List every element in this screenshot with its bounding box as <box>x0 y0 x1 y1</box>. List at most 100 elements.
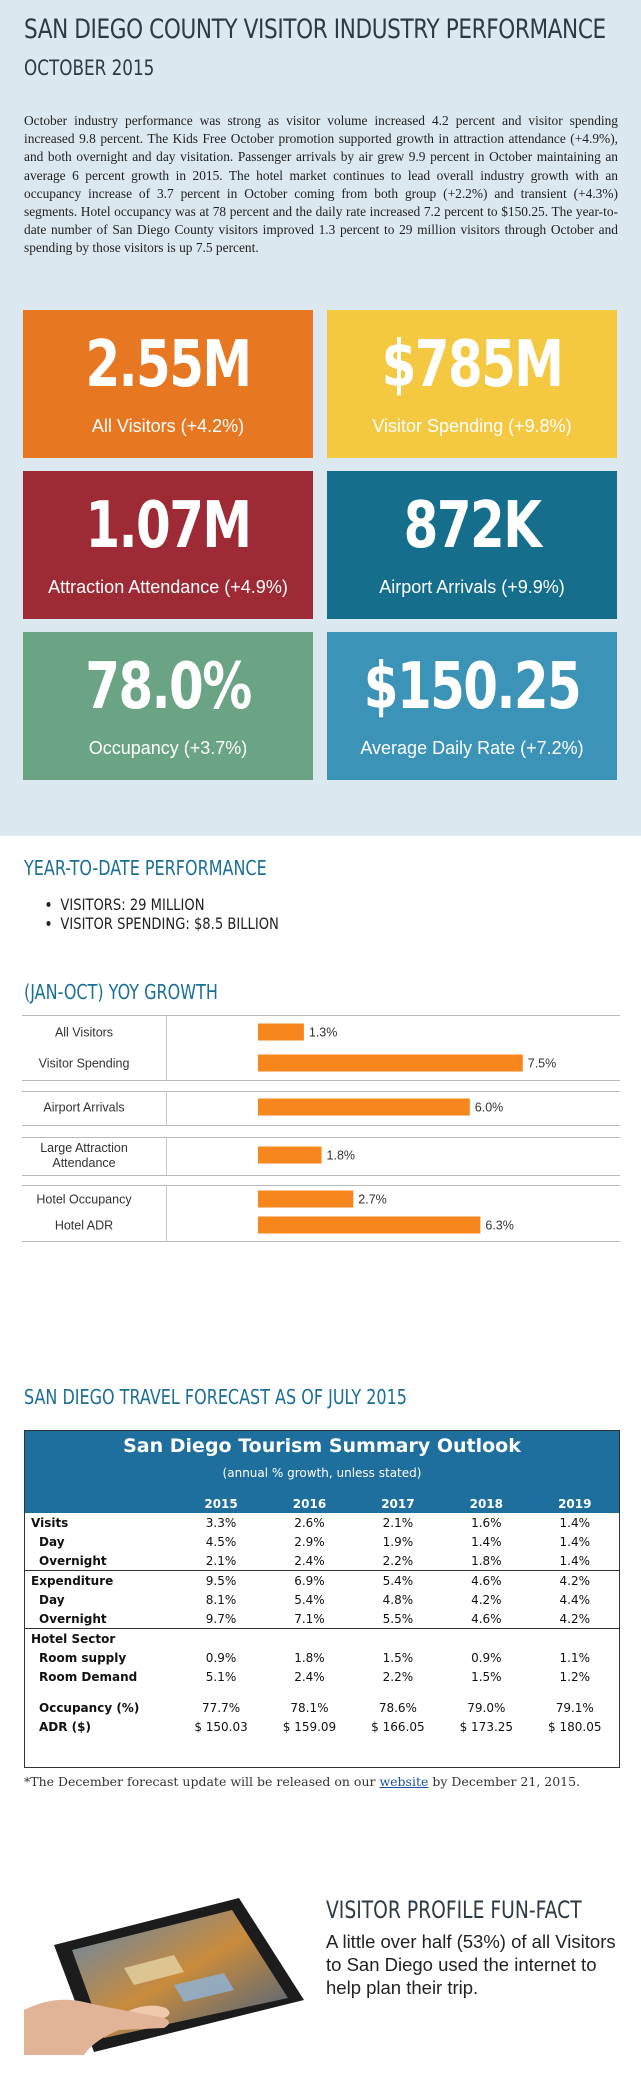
forecast-cell: 79.0% <box>467 1700 506 1715</box>
chart-category-label: Hotel Occupancy <box>36 1193 132 1207</box>
forecast-year-header: 2015 <box>176 1494 266 1513</box>
stat-tile-occupancy: 78.0% Occupancy (+3.7%) <box>23 632 313 780</box>
forecast-spacer-row <box>25 1686 619 1698</box>
ytd-item-visitors: VISITORS: 29 MILLION <box>60 895 278 914</box>
forecast-year-row: 2015 2016 2017 2018 2019 <box>25 1494 619 1513</box>
chart-data-label: 1.8% <box>327 1149 356 1163</box>
stat-label: All Visitors (+4.2%) <box>91 416 245 436</box>
forecast-cell: 1.8% <box>294 1650 325 1665</box>
forecast-row: Room Demand 5.1% 2.4% 2.2% 1.5% 1.2% <box>25 1667 619 1686</box>
forecast-row: Expenditure 9.5% 6.9% 5.4% 4.6% 4.2% <box>25 1570 619 1590</box>
forecast-cell: 6.9% <box>265 1570 354 1590</box>
stat-tile-airport: 872K Airport Arrivals (+9.9%) <box>327 471 617 619</box>
forecast-cell: 7.1% <box>294 1611 325 1626</box>
forecast-cell: 5.5% <box>382 1611 414 1626</box>
forecast-row-label: Room Demand <box>39 1669 138 1684</box>
chart-bar <box>258 1098 470 1116</box>
forecast-cell <box>442 1628 531 1648</box>
forecast-cell <box>265 1628 354 1648</box>
forecast-grid: 2015 2016 2017 2018 2019 Visits 3.3% 2.6% 2.1% 1.… <box>25 1494 619 1736</box>
forecast-cell: $ 166.05 <box>371 1719 425 1734</box>
stat-label: Occupancy (+3.7%) <box>88 738 248 758</box>
forecast-cell: 4.8% <box>382 1592 414 1607</box>
forecast-cell: 4.2% <box>530 1570 619 1590</box>
forecast-cell: $ 173.25 <box>459 1719 514 1734</box>
forecast-cell: 4.5% <box>205 1534 237 1549</box>
forecast-cell: $ 180.05 <box>548 1719 602 1734</box>
forecast-cell: 3.3% <box>205 1515 237 1530</box>
forecast-cell <box>353 1628 443 1648</box>
forecast-row-label: Hotel Sector <box>25 1628 177 1648</box>
forecast-note-suffix: by December 21, 2015. <box>428 1774 581 1789</box>
forecast-cell <box>530 1628 619 1648</box>
forecast-row: Room supply 0.9% 1.8% 1.5% 0.9% 1.1% <box>25 1648 619 1667</box>
chart-category-label: Airport Arrivals <box>43 1101 124 1115</box>
ytd-heading: YEAR-TO-DATE PERFORMANCE <box>24 856 267 880</box>
forecast-cell: 2.4% <box>294 1669 325 1684</box>
forecast-row: Overnight 2.1% 2.4% 2.2% 1.8% 1.4% <box>25 1551 619 1571</box>
chart-data-label: 7.5% <box>528 1057 557 1071</box>
forecast-cell: $ 150.03 <box>194 1719 248 1734</box>
forecast-cell: 5.4% <box>294 1592 325 1607</box>
forecast-cell: 78.6% <box>378 1700 417 1715</box>
stat-tile-spending: $785M Visitor Spending (+9.8%) <box>327 310 617 458</box>
stat-value: 78.0% <box>85 650 252 724</box>
forecast-row-label: Day <box>39 1534 65 1549</box>
forecast-table: San Diego Tourism Summary Outlook (annua… <box>24 1430 620 1768</box>
forecast-table-title: San Diego Tourism Summary Outlook <box>123 1435 521 1457</box>
forecast-cell: 1.4% <box>559 1534 591 1549</box>
forecast-cell: 8.1% <box>205 1592 237 1607</box>
stat-value: 2.55M <box>85 328 252 402</box>
forecast-row-label: Expenditure <box>25 1570 177 1590</box>
forecast-cell: 1.5% <box>382 1650 414 1665</box>
intro-paragraph: October industry performance was strong … <box>24 113 618 256</box>
website-link[interactable]: website <box>379 1774 429 1789</box>
forecast-table-subtitle: (annual % growth, unless stated) <box>222 1466 422 1480</box>
forecast-cell: 9.7% <box>205 1611 237 1626</box>
forecast-cell: 2.4% <box>294 1553 325 1568</box>
growth-heading: (JAN-OCT) YOY GROWTH <box>24 980 218 1004</box>
stat-value: 872K <box>403 489 542 563</box>
forecast-row-label: ADR ($) <box>39 1719 91 1734</box>
stat-label: Visitor Spending (+9.8%) <box>372 416 572 436</box>
tablet-illustration <box>24 1898 304 2055</box>
forecast-cell: 4.2% <box>559 1611 591 1626</box>
yoy-growth-chart: 1.3% All Visitors 7.5% Visitor Spending 6.0%… <box>22 1015 620 1242</box>
forecast-year-header: 2019 <box>530 1494 619 1513</box>
page-subtitle: OCTOBER 2015 <box>24 56 155 80</box>
forecast-row-label: Occupancy (%) <box>39 1700 140 1715</box>
forecast-cell: 1.6% <box>471 1515 502 1530</box>
ytd-list: VISITORS: 29 MILLION VISITOR SPENDING: $… <box>44 895 278 933</box>
forecast-heading: SAN DIEGO TRAVEL FORECAST AS OF JULY 201… <box>24 1385 407 1409</box>
forecast-row: ADR ($) $ 150.03 $ 159.09 $ 166.05 $ 173.25 $… <box>25 1717 619 1736</box>
forecast-cell: 2.9% <box>294 1534 325 1549</box>
stat-value: 1.07M <box>85 489 252 563</box>
forecast-cell: 1.5% <box>471 1669 502 1684</box>
forecast-cell: 1.4% <box>471 1534 502 1549</box>
chart-data-label: 6.0% <box>475 1101 504 1115</box>
chart-data-label: 1.3% <box>309 1026 338 1040</box>
forecast-cell <box>176 1628 266 1648</box>
forecast-cell: 1.4% <box>559 1553 591 1568</box>
forecast-cell: 2.1% <box>205 1553 237 1568</box>
stat-label: Average Daily Rate (+7.2%) <box>360 738 584 758</box>
forecast-cell: 9.5% <box>176 1570 266 1590</box>
chart-data-label: 6.3% <box>485 1219 514 1233</box>
forecast-row-label: Room supply <box>39 1650 127 1665</box>
stat-value: $150.25 <box>363 650 582 724</box>
forecast-cell: 4.4% <box>559 1592 591 1607</box>
forecast-cell: 0.9% <box>205 1650 237 1665</box>
forecast-row: Day 8.1% 5.4% 4.8% 4.2% 4.4% <box>25 1590 619 1609</box>
forecast-cell: 5.1% <box>205 1669 237 1684</box>
forecast-cell: $ 159.09 <box>282 1719 337 1734</box>
forecast-corner-cell <box>25 1494 177 1513</box>
forecast-row: Occupancy (%) 77.7% 78.1% 78.6% 79.0% 79.1% <box>25 1698 619 1717</box>
forecast-cell: 79.1% <box>555 1700 594 1715</box>
forecast-spacer-cell <box>25 1686 619 1698</box>
forecast-cell: 2.2% <box>382 1669 414 1684</box>
forecast-cell: 4.6% <box>471 1611 502 1626</box>
forecast-row: Day 4.5% 2.9% 1.9% 1.4% 1.4% <box>25 1532 619 1551</box>
forecast-row: Overnight 9.7% 7.1% 5.5% 4.6% 4.2% <box>25 1609 619 1629</box>
chart-bar <box>258 1216 481 1234</box>
forecast-cell: 0.9% <box>471 1650 502 1665</box>
